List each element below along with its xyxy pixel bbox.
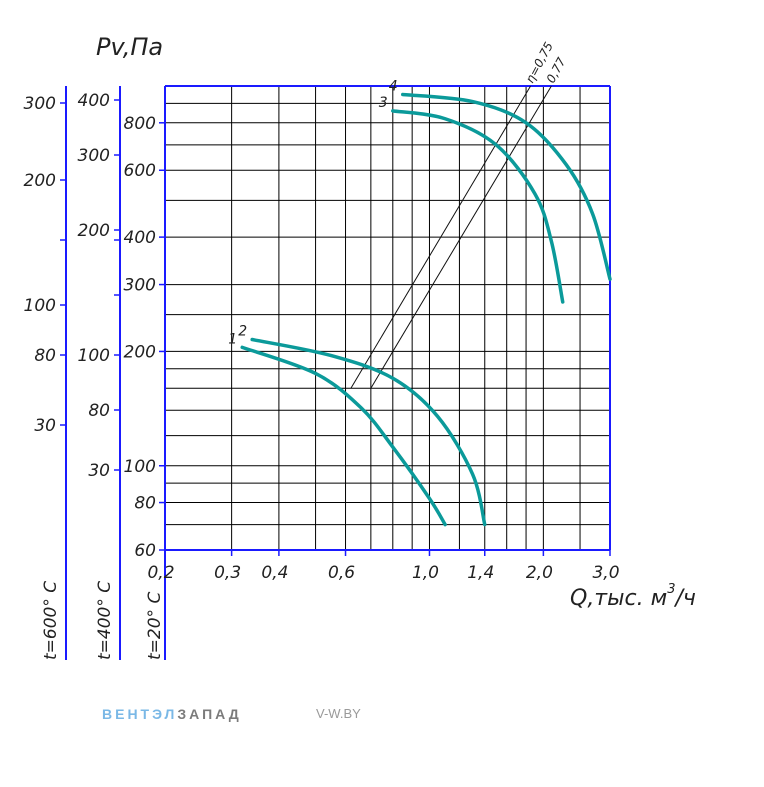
y-axis-name-t20: t=20° С: [145, 592, 165, 660]
x-tick-label: 3,0: [592, 563, 619, 583]
grid: [165, 86, 610, 550]
y20-tick-label: 600: [124, 161, 156, 181]
efficiency-line: [370, 85, 552, 389]
x-tick-label: 2,0: [526, 563, 553, 583]
x-ticks: 0,2 0,3 0,4 0,6 1,0 1,4 2,0 3,0: [147, 550, 620, 583]
y20-tick-label: 80: [134, 494, 156, 514]
x-axis-label: Q,тыс. м3/ч: [570, 582, 696, 611]
y400-tick-label: 100: [78, 346, 110, 366]
y20-tick-label: 200: [124, 342, 156, 362]
efficiency-line: [350, 85, 531, 389]
y600-tick-label: 80: [34, 346, 56, 366]
y600-tick-label: 100: [24, 296, 56, 316]
x-tick-label: 0,4: [261, 563, 288, 583]
y20-tick-label: 60: [134, 541, 156, 561]
y20-tick-label: 400: [124, 228, 156, 248]
y600-tick-label: 30: [34, 416, 56, 436]
y-axis-name-t400: t=400° С: [95, 581, 115, 660]
curve-label: 3: [379, 95, 388, 111]
y-ticks-t600: 30 80 100 200 300: [24, 94, 66, 436]
y-axis-label: Pv,Па: [96, 33, 163, 61]
brand-part2: ЗАПАД: [177, 706, 242, 722]
y600-tick-label: 300: [24, 94, 56, 114]
y-axis-name-t600: t=600° С: [41, 581, 61, 660]
x-tick-label: 0,3: [214, 563, 241, 583]
site-url: V-W.BY: [316, 706, 361, 721]
y20-tick-label: 300: [124, 276, 156, 296]
y-ticks-t400: 30 80 100 200 300 400: [78, 91, 120, 481]
curve-label: 4: [389, 78, 398, 94]
y20-tick-label: 800: [124, 114, 156, 134]
fan-curve-1: [240, 345, 447, 527]
y400-tick-label: 200: [78, 221, 110, 241]
brand-logo: ВЕНТЭЛЗАПАД: [102, 706, 242, 722]
y400-tick-label: 300: [78, 146, 110, 166]
y400-tick-label: 400: [78, 91, 110, 111]
y400-tick-label: 80: [88, 401, 110, 421]
curve-label: 1: [228, 331, 237, 347]
fan-curve-3: [391, 109, 565, 304]
x-tick-label: 0,6: [328, 563, 355, 583]
x-tick-label: 1,4: [467, 563, 494, 583]
fan-curve-4: [401, 92, 612, 281]
fan-curves: 1 2 34: [228, 78, 612, 527]
curve-label: 2: [238, 324, 247, 340]
y20-tick-label: 100: [124, 457, 156, 477]
y400-tick-label: 30: [88, 461, 110, 481]
x-tick-label: 1,0: [412, 563, 439, 583]
y600-tick-label: 200: [24, 171, 56, 191]
fan-curve-2: [250, 337, 487, 527]
brand-part1: ВЕНТЭЛ: [102, 706, 178, 722]
x-tick-label: 0,2: [147, 563, 174, 583]
y-ticks-t20: 60 80 100 200 300 400 600 800: [124, 114, 165, 561]
